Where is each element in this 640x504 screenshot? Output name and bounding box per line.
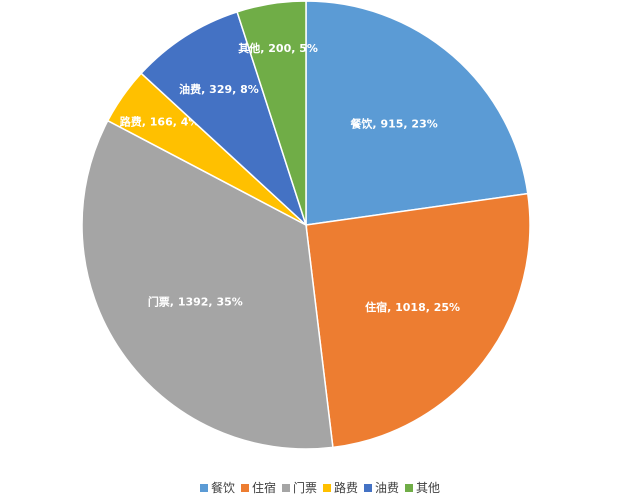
legend-swatch-canyin [199, 483, 208, 492]
legend: 餐饮 住宿 门票 路费 油费 其他 [0, 479, 640, 496]
legend-label-menpiao: 门票 [292, 481, 317, 495]
pie-slice-youfei [140, 10, 308, 228]
legend-swatch-qita [405, 483, 414, 492]
data-label-youfei: 油费, 329, 8% [179, 82, 259, 96]
legend-swatch-zhusu [240, 483, 249, 492]
data-label-canyin: 餐饮, 915, 23% [349, 117, 437, 131]
legend-item-zhusu: 住宿 [240, 479, 276, 496]
legend-label-qita: 其他 [416, 481, 441, 495]
pie-slice-menpiao [81, 119, 334, 450]
legend-item-canyin: 餐饮 [199, 479, 235, 496]
pie-chart-svg: 餐饮, 915, 23% 住宿, 1018, 25% 门票, 1392, 35% 路费… [81, 0, 531, 450]
data-label-lufei: 路费, 166, 4% [120, 115, 200, 129]
legend-item-youfei: 油费 [364, 479, 399, 496]
legend-swatch-menpiao [281, 483, 290, 492]
data-label-qita: 其他, 200, 5% [238, 41, 318, 55]
legend-swatch-lufei [323, 483, 331, 492]
legend-label-lufei: 路费 [334, 481, 359, 495]
pie-slice-zhusu [305, 192, 531, 449]
pie-slice-canyin [305, 0, 529, 226]
data-label-zhusu: 住宿, 1018, 25% [365, 300, 460, 314]
legend-item-lufei: 路费 [323, 479, 358, 496]
legend-label-youfei: 油费 [375, 481, 400, 495]
legend-swatch-youfei [364, 483, 373, 492]
legend-label-zhusu: 住宿 [251, 481, 276, 495]
data-label-menpiao: 门票, 1392, 35% [148, 294, 243, 308]
legend-label-canyin: 餐饮 [210, 481, 235, 495]
pie-slice-qita [236, 0, 307, 226]
legend-item-qita: 其他 [405, 479, 440, 496]
legend-item-menpiao: 门票 [281, 479, 317, 496]
